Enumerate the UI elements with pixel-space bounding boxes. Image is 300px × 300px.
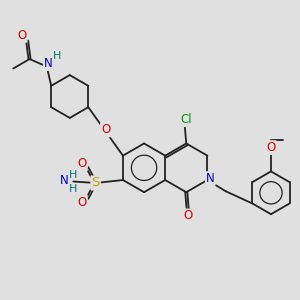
Text: H: H [53, 51, 61, 61]
Text: O: O [17, 29, 26, 42]
Text: N: N [44, 57, 52, 70]
Text: O: O [78, 158, 87, 170]
Text: O: O [266, 141, 276, 154]
Text: H: H [68, 170, 77, 180]
Text: O: O [101, 123, 110, 136]
Text: S: S [92, 176, 100, 190]
Text: H: H [69, 184, 77, 194]
Text: Cl: Cl [181, 113, 192, 126]
Text: N: N [206, 172, 215, 185]
Text: O: O [78, 196, 87, 208]
Text: O: O [183, 209, 192, 223]
Text: N: N [60, 174, 69, 188]
